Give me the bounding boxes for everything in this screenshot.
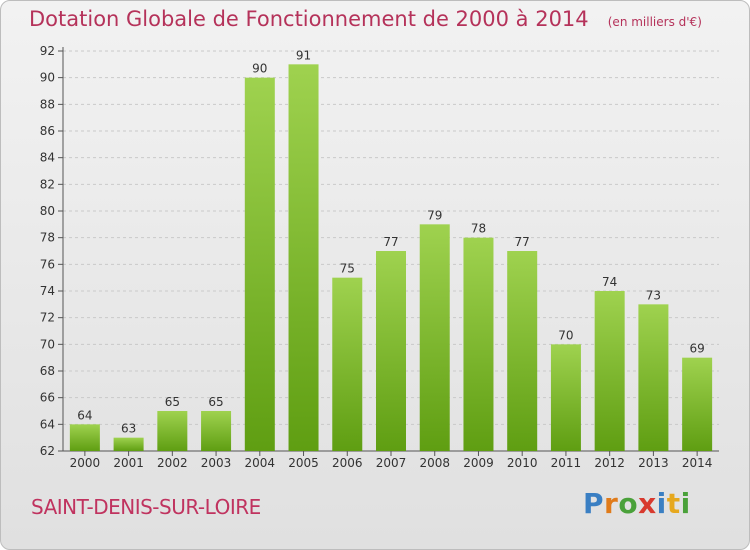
bar-2012	[594, 291, 625, 451]
bar-2010	[507, 251, 538, 451]
x-tick-label: 2001	[113, 456, 144, 470]
data-label-2008: 79	[427, 208, 442, 222]
data-label-2014: 69	[689, 342, 704, 356]
proxiti-logo: Proxiti	[583, 487, 691, 520]
y-tick-label: 78	[40, 231, 55, 245]
y-tick-labels: 62 64 66 68 70 72 74 76 78 80 82 84 86 88 90 92	[40, 44, 55, 458]
y-tick-label: 80	[40, 204, 55, 218]
bar-2011	[550, 344, 581, 451]
data-label-2004: 90	[252, 62, 267, 76]
y-tick-label: 70	[40, 337, 55, 351]
x-tick-label: 2013	[638, 456, 669, 470]
title-row: Dotation Globale de Fonctionnement de 20…	[29, 7, 702, 31]
data-label-2009: 78	[471, 222, 486, 236]
x-tick-label: 2008	[419, 456, 450, 470]
y-tick-label: 76	[40, 257, 55, 271]
data-label-2012: 74	[602, 275, 617, 289]
y-tick-label: 74	[40, 284, 55, 298]
y-tick-label: 92	[40, 44, 55, 58]
data-label-2000: 64	[77, 408, 92, 422]
x-tick-label: 2012	[594, 456, 625, 470]
y-tick-label: 90	[40, 71, 55, 85]
x-tick-labels: 2000 2001 2002 2003 2004 2005 2006 2007 2008 2009…	[70, 451, 713, 470]
y-tick-label: 62	[40, 444, 55, 458]
bar-2004	[244, 77, 275, 452]
y-tick-label: 82	[40, 177, 55, 191]
bar-2006	[332, 277, 363, 451]
y-tick-label: 66	[40, 391, 55, 405]
x-tick-label: 2006	[332, 456, 363, 470]
x-tick-label: 2002	[157, 456, 188, 470]
data-labels: 64 63 65 65 90 91 75 77 79 78 77 70 74 73 69	[77, 48, 705, 435]
y-tick-label: 86	[40, 124, 55, 138]
data-label-2006: 75	[340, 262, 355, 276]
data-label-2007: 77	[383, 235, 398, 249]
data-label-2003: 65	[208, 395, 223, 409]
bar-2003	[201, 411, 232, 451]
data-label-2010: 77	[515, 235, 530, 249]
x-tick-label: 2000	[70, 456, 101, 470]
bar-2009	[463, 237, 494, 451]
chart-title: Dotation Globale de Fonctionnement de 20…	[29, 7, 589, 31]
data-label-2002: 65	[165, 395, 180, 409]
data-label-2001: 63	[121, 422, 136, 436]
y-tick-label: 64	[40, 417, 55, 431]
x-tick-label: 2004	[245, 456, 276, 470]
bars	[69, 64, 713, 452]
x-tick-label: 2005	[288, 456, 319, 470]
x-tick-label: 2007	[376, 456, 407, 470]
bar-2007	[376, 251, 406, 451]
x-tick-label: 2011	[551, 456, 582, 470]
bar-2013	[638, 304, 669, 451]
bar-2000	[69, 424, 100, 451]
data-label-2013: 73	[646, 288, 661, 302]
y-tick-label: 68	[40, 364, 55, 378]
chart-unit: (en milliers d'€)	[607, 15, 702, 29]
y-tick-label: 88	[40, 97, 55, 111]
bar-2001	[113, 437, 144, 451]
bar-2005	[288, 64, 319, 452]
bar-2002	[157, 411, 188, 451]
x-tick-label: 2003	[201, 456, 232, 470]
bar-2008	[419, 224, 450, 451]
y-tick-label: 72	[40, 311, 55, 325]
x-tick-label: 2009	[463, 456, 494, 470]
x-tick-label: 2010	[507, 456, 538, 470]
data-label-2011: 70	[558, 328, 573, 342]
y-tick-label: 84	[40, 151, 55, 165]
bar-2014	[682, 357, 713, 451]
x-tick-label: 2014	[682, 456, 713, 470]
place-name: SAINT-DENIS-SUR-LOIRE	[31, 495, 261, 519]
data-label-2005: 91	[296, 48, 311, 62]
